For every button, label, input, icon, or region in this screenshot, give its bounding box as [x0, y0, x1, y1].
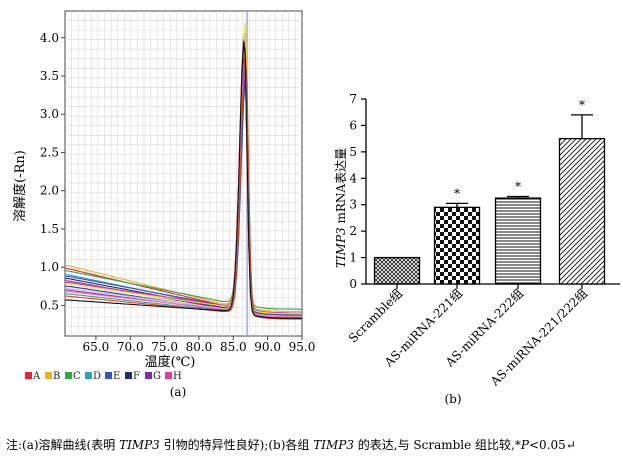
- bar-4: [558, 137, 606, 285]
- melt-curve-line: [65, 76, 302, 314]
- melt-x-tick-label: 75.0: [151, 340, 178, 354]
- melt-legend-label: C: [73, 371, 81, 382]
- melt-y-ticks: 0.5 1.0 1.5 2.0 2.5 3.0 3.5 4.0: [40, 31, 65, 312]
- melt-x-tick-label: 65.0: [83, 340, 110, 354]
- bar-y-axis-label: TIMP3 mRNA表达量: [334, 148, 348, 268]
- melt-y-tick-label: 1.0: [40, 260, 59, 274]
- melt-x-axis-label: 温度(℃): [145, 354, 196, 370]
- melt-x-tick-label: 70.0: [117, 340, 144, 354]
- melt-curve-line: [65, 60, 302, 316]
- caption-part-2: 引物的特异性良好);(b)各组: [159, 438, 314, 452]
- melt-x-tick-label: 90.0: [254, 340, 281, 354]
- melt-curve-line: [65, 48, 302, 317]
- melt-y-tick-label: 1.5: [40, 222, 59, 236]
- melt-curves: [65, 22, 303, 320]
- caption-gene-2: TIMP3: [313, 438, 354, 452]
- bar-series: * * *: [373, 98, 606, 285]
- bar-y-tick-label: 2: [349, 224, 357, 238]
- melt-legend: A B C D E F G H: [25, 371, 182, 382]
- significance-marker: *: [579, 98, 585, 112]
- expression-bar-panel: TIMP3 mRNA表达量 0 1 2 3 4 5 6 7 * * * Scramble组AS-m…: [334, 92, 620, 406]
- melt-legend-swatch: [105, 372, 112, 379]
- bar-y-tick-label: 7: [349, 92, 357, 106]
- bar-y-tick-label: 4: [349, 171, 357, 185]
- caption-part-3: 的表达,与 Scramble 组比较,*: [353, 438, 521, 452]
- bar-category-labels: Scramble组AS-miRNA-221组AS-miRNA-222组AS-mi…: [346, 286, 590, 389]
- bar-category-label: Scramble组: [346, 286, 405, 345]
- significance-marker: *: [515, 180, 521, 194]
- melt-legend-label: F: [133, 371, 140, 382]
- melt-y-tick-label: 4.0: [40, 31, 59, 45]
- melt-y-tick-label: 3.5: [40, 69, 59, 83]
- melt-legend-swatch: [85, 372, 92, 379]
- melt-legend-swatch: [45, 372, 52, 379]
- melt-legend-swatch: [65, 372, 72, 379]
- melt-legend-label: D: [93, 371, 101, 382]
- melt-y-axis-label: 溶解度(-Rn): [12, 150, 28, 222]
- caption-part-1: 注:(a)溶解曲线(表明: [6, 438, 120, 452]
- melt-legend-label: E: [113, 371, 120, 382]
- melt-y-tick-label: 0.5: [40, 298, 59, 312]
- melt-legend-swatch: [25, 372, 32, 379]
- significance-marker: *: [454, 186, 460, 200]
- melt-curve-line: [65, 40, 302, 319]
- panel-b-label: (b): [444, 392, 461, 406]
- melt-curve-line: [65, 28, 302, 310]
- melt-x-tick-label: 95.0: [289, 340, 316, 354]
- melt-curve-panel: 65.0 70.0 75.0 80.0 85.0 90.0 95.0 0.5 1.0 1.5 2.…: [12, 10, 316, 399]
- caption-p-symbol: P: [520, 438, 529, 452]
- melt-x-ticks: 65.0 70.0 75.0 80.0 85.0 90.0 95.0: [83, 336, 316, 354]
- bar-3: [494, 197, 542, 285]
- melt-legend-swatch: [145, 372, 152, 379]
- figure-caption: 注:(a)溶解曲线(表明 TIMP3 引物的特异性良好);(b)各组 TIMP3…: [6, 436, 618, 453]
- bar-y-tick-label: 1: [349, 251, 357, 265]
- bar-y-tick-label: 3: [349, 198, 357, 212]
- melt-legend-swatch: [165, 372, 172, 379]
- melt-legend-swatch: [125, 372, 132, 379]
- melt-y-tick-label: 2.0: [40, 184, 59, 198]
- bar-y-tick-label: 5: [349, 145, 357, 159]
- caption-part-4: <0.05↵: [528, 438, 576, 452]
- melt-y-tick-label: 2.5: [40, 145, 59, 159]
- bar-1: [373, 256, 421, 285]
- bar-y-tick-label: 0: [349, 277, 357, 291]
- melt-y-tick-label: 3.0: [40, 107, 59, 121]
- melt-legend-label: H: [173, 371, 182, 382]
- melt-x-tick-label: 80.0: [186, 340, 213, 354]
- melt-legend-label: B: [53, 371, 60, 382]
- caption-gene-1: TIMP3: [119, 438, 160, 452]
- melt-legend-label: G: [153, 371, 161, 382]
- melt-curve-line: [65, 22, 302, 315]
- bar-2: [433, 206, 481, 285]
- panel-a-label: (a): [170, 385, 187, 399]
- melt-legend-label: A: [32, 371, 41, 382]
- bar-y-tick-label: 6: [349, 118, 357, 132]
- melt-curve-line: [65, 59, 303, 318]
- melt-x-tick-label: 85.0: [220, 340, 247, 354]
